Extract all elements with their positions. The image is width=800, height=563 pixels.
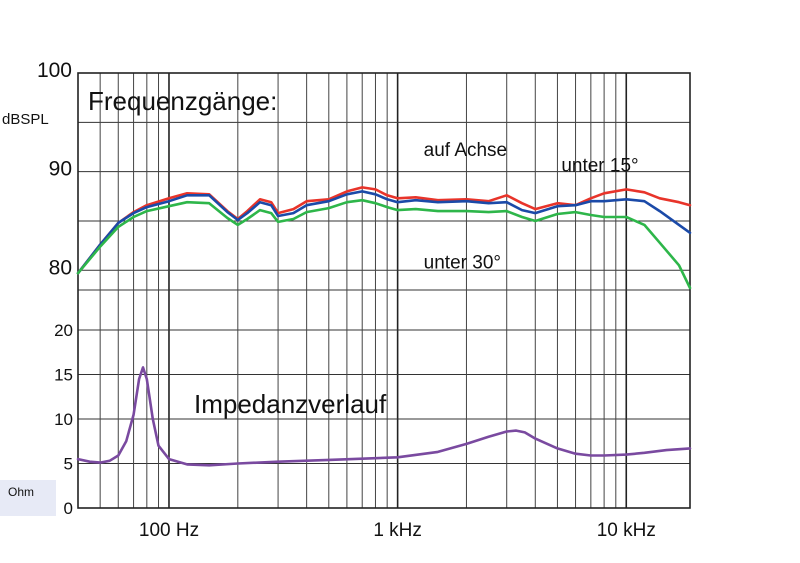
x-tick-label: 100 Hz bbox=[139, 520, 199, 541]
series-label-unter-30: unter 30° bbox=[424, 252, 501, 273]
plot-frame bbox=[77, 72, 691, 509]
labels-layer: 100 90 80 dBSPL 20 15 10 5 0 Ohm 100 Hz 1 kHz 10 kHz… bbox=[2, 59, 656, 541]
spl-tick-label: 90 bbox=[49, 158, 72, 181]
chart-title: Frequenzgänge: bbox=[88, 86, 277, 116]
series-label-auf-achse: auf Achse bbox=[424, 140, 507, 161]
spl-tick-label: 80 bbox=[49, 256, 72, 279]
impedance-annotation: Impedanzverlauf bbox=[194, 389, 387, 419]
impedance-tick-label: 15 bbox=[54, 366, 73, 385]
ohm-label-background bbox=[0, 480, 56, 516]
series-line-unter-15 bbox=[76, 190, 692, 275]
x-tick-label: 10 kHz bbox=[597, 520, 656, 541]
series-layer bbox=[76, 186, 692, 467]
impedance-tick-label: 10 bbox=[54, 410, 73, 429]
major-grid bbox=[78, 72, 690, 509]
x-tick-label: 1 kHz bbox=[373, 520, 422, 541]
series-line-impedanzverlauf bbox=[76, 366, 692, 467]
impedance-tick-label: 20 bbox=[54, 321, 73, 340]
spl-tick-label: 100 bbox=[37, 59, 72, 82]
impedance-unit-label: Ohm bbox=[8, 485, 34, 499]
impedance-tick-label: 5 bbox=[64, 455, 73, 474]
plot-border bbox=[77, 72, 691, 509]
series-label-unter-15: unter 15° bbox=[561, 156, 638, 177]
spl-unit-label: dBSPL bbox=[2, 111, 49, 128]
series-line-unter-30 bbox=[76, 198, 692, 290]
impedance-tick-label: 0 bbox=[64, 499, 73, 518]
series-line-auf-achse bbox=[76, 186, 692, 275]
